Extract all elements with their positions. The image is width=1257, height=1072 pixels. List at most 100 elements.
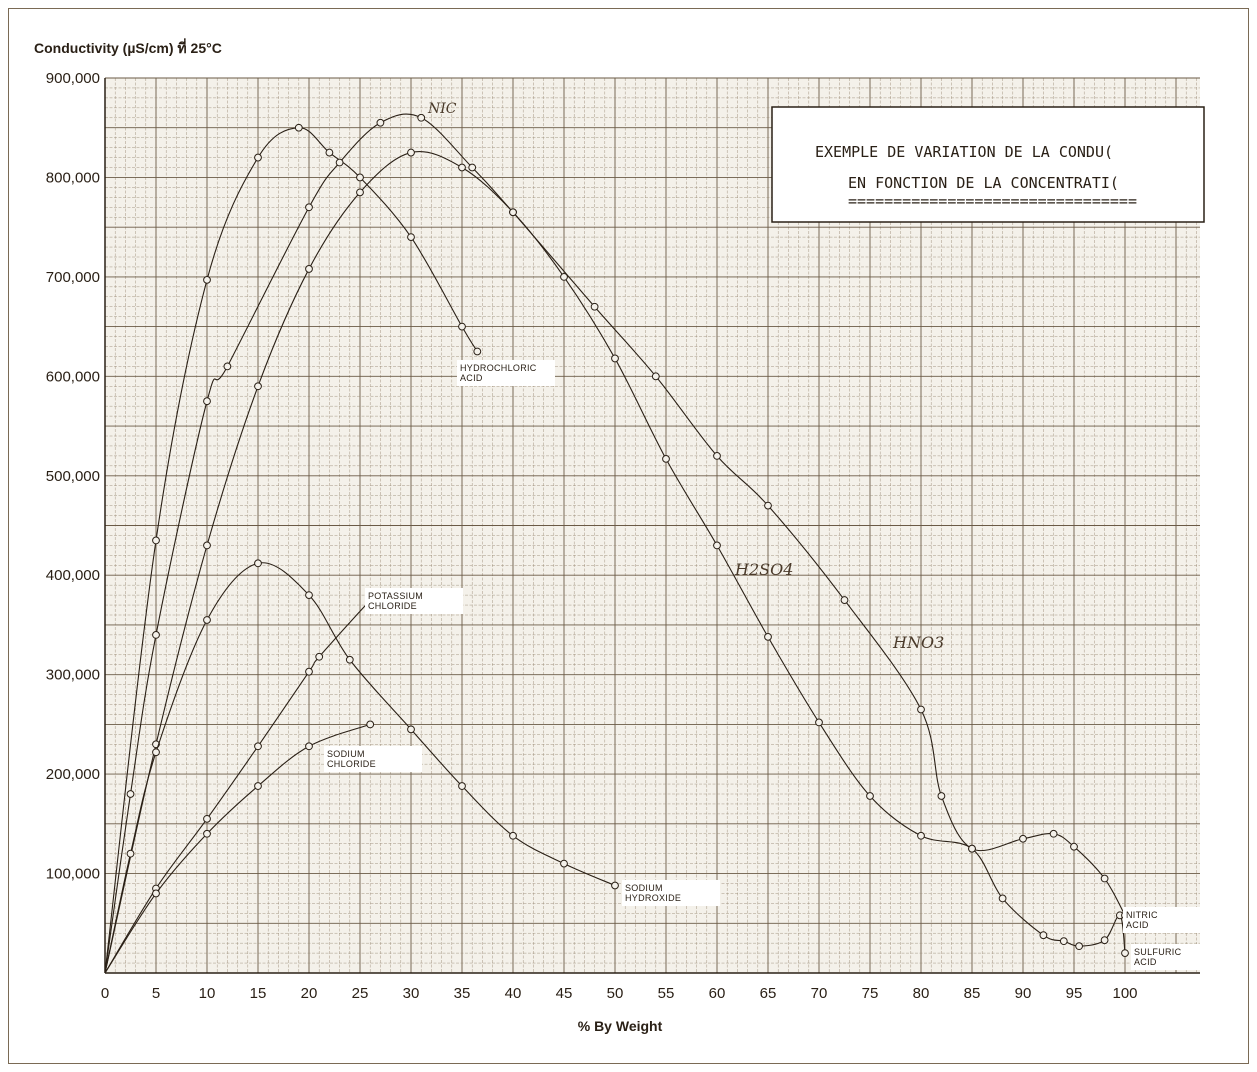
- x-tick-label: 100: [1112, 985, 1137, 1002]
- data-point: [203, 616, 211, 624]
- y-tick-label: 300,000: [46, 667, 100, 684]
- data-point: [203, 275, 211, 284]
- data-point: [713, 451, 721, 460]
- x-tick-label: 30: [403, 985, 420, 1002]
- series-label-bg: [324, 746, 422, 772]
- x-tick-label: 80: [913, 985, 930, 1002]
- data-point: [152, 536, 160, 545]
- data-point: [203, 814, 211, 823]
- data-point: [407, 725, 415, 734]
- title-box: EXEMPLE DE VARIATION DE LA CONDU( EN FON…: [771, 106, 1205, 223]
- series-label-3-line-1: CHLORIDE: [368, 601, 417, 611]
- data-point: [152, 748, 160, 757]
- data-point: [126, 790, 135, 798]
- annotation-h2so4: H2SO4: [734, 560, 793, 579]
- y-tick-label: 800,000: [46, 169, 100, 186]
- data-point: [203, 829, 211, 838]
- series-label-bg: [365, 588, 463, 614]
- data-point: [1100, 874, 1109, 883]
- data-point: [458, 782, 466, 790]
- series-label-5-line-1: CHLORIDE: [327, 759, 376, 769]
- x-tick-label: 70: [811, 985, 828, 1002]
- data-point: [1049, 829, 1058, 838]
- data-point: [764, 632, 772, 641]
- x-tick-label: 0: [101, 985, 109, 1002]
- data-point: [1019, 834, 1027, 843]
- data-point: [560, 859, 568, 868]
- series-label-bg: [457, 360, 555, 386]
- x-tick-label: 25: [352, 985, 369, 1002]
- x-tick-label: 50: [607, 985, 624, 1002]
- series-label-3-line-0: POTASSIUM: [368, 591, 423, 601]
- y-tick-label: 600,000: [46, 368, 100, 385]
- title-box-frame: [771, 106, 1205, 223]
- data-point: [376, 118, 385, 127]
- data-point: [509, 208, 517, 217]
- y-tick-label: 400,000: [46, 567, 100, 584]
- data-point: [458, 322, 466, 331]
- y-tick-label: 100,000: [46, 866, 100, 883]
- data-point: [325, 148, 334, 157]
- x-tick-label: 85: [964, 985, 981, 1002]
- series-line-1: [104, 151, 1126, 974]
- data-point: [468, 163, 477, 172]
- axes: 0 5 10 15 20 25 30 35 40 45 50 55 60 65 70 75 80 85 90 95 10…: [46, 70, 1200, 1002]
- grid: [104, 77, 1200, 974]
- data-point: [203, 397, 211, 406]
- data-point: [998, 894, 1007, 903]
- series-label-4-line-0: SODIUM: [625, 883, 663, 893]
- data-point: [509, 831, 517, 840]
- data-point: [473, 347, 482, 356]
- data-point: [294, 123, 303, 132]
- x-tick-label: 40: [505, 985, 522, 1002]
- data-point: [417, 113, 426, 122]
- data-point: [1100, 936, 1109, 945]
- series-label-2-line-0: NITRIC: [1126, 910, 1158, 920]
- x-tick-label: 15: [250, 985, 267, 1002]
- data-point: [407, 148, 415, 157]
- x-tick-label: 90: [1015, 985, 1032, 1002]
- x-axis-title: % By Weight: [577, 1018, 663, 1034]
- data-point: [366, 720, 375, 729]
- data-point: [713, 541, 721, 550]
- series-label-1-line-0: SULFURIC: [1134, 947, 1182, 957]
- data-point: [203, 541, 211, 550]
- data-point: [152, 889, 160, 898]
- y-tick-label: 500,000: [46, 468, 100, 485]
- title-box-line-1: EXEMPLE DE VARIATION DE LA CONDU(: [815, 143, 1113, 161]
- data-point: [815, 718, 823, 727]
- data-point: [305, 591, 313, 600]
- series-label-bg: [1131, 944, 1229, 970]
- x-tick-label: 5: [152, 985, 160, 1002]
- data-point: [764, 501, 772, 510]
- data-point: [152, 630, 160, 639]
- series-label-5-line-0: SODIUM: [327, 749, 365, 759]
- series-line-0: [104, 127, 478, 974]
- data-point: [254, 382, 262, 391]
- data-point: [407, 233, 415, 242]
- data-point: [662, 454, 670, 463]
- series-lines: [104, 113, 1129, 974]
- x-tick-label: 95: [1066, 985, 1083, 1002]
- x-tick-label: 35: [454, 985, 471, 1002]
- data-point: [611, 354, 619, 363]
- series-label-bg: [1123, 907, 1221, 933]
- x-tick-label: 55: [658, 985, 675, 1002]
- data-point: [1121, 949, 1129, 958]
- series-label-0-line-0: HYDROCHLORIC: [460, 363, 537, 373]
- data-point: [356, 173, 364, 182]
- x-tick-label: 75: [862, 985, 879, 1002]
- data-point: [254, 742, 262, 751]
- data-point: [611, 881, 619, 890]
- annotation-nic: NIC: [427, 101, 457, 117]
- series-label-2-line-1: ACID: [1126, 920, 1149, 930]
- data-point: [335, 158, 344, 167]
- data-point: [356, 188, 364, 197]
- title-box-line-2: EN FONCTION DE LA CONCENTRATI(: [848, 174, 1119, 192]
- y-tick-label: 900,000: [46, 70, 100, 87]
- data-point: [1075, 942, 1083, 951]
- x-tick-label: 60: [709, 985, 726, 1002]
- data-point: [305, 742, 313, 751]
- data-point: [315, 652, 324, 661]
